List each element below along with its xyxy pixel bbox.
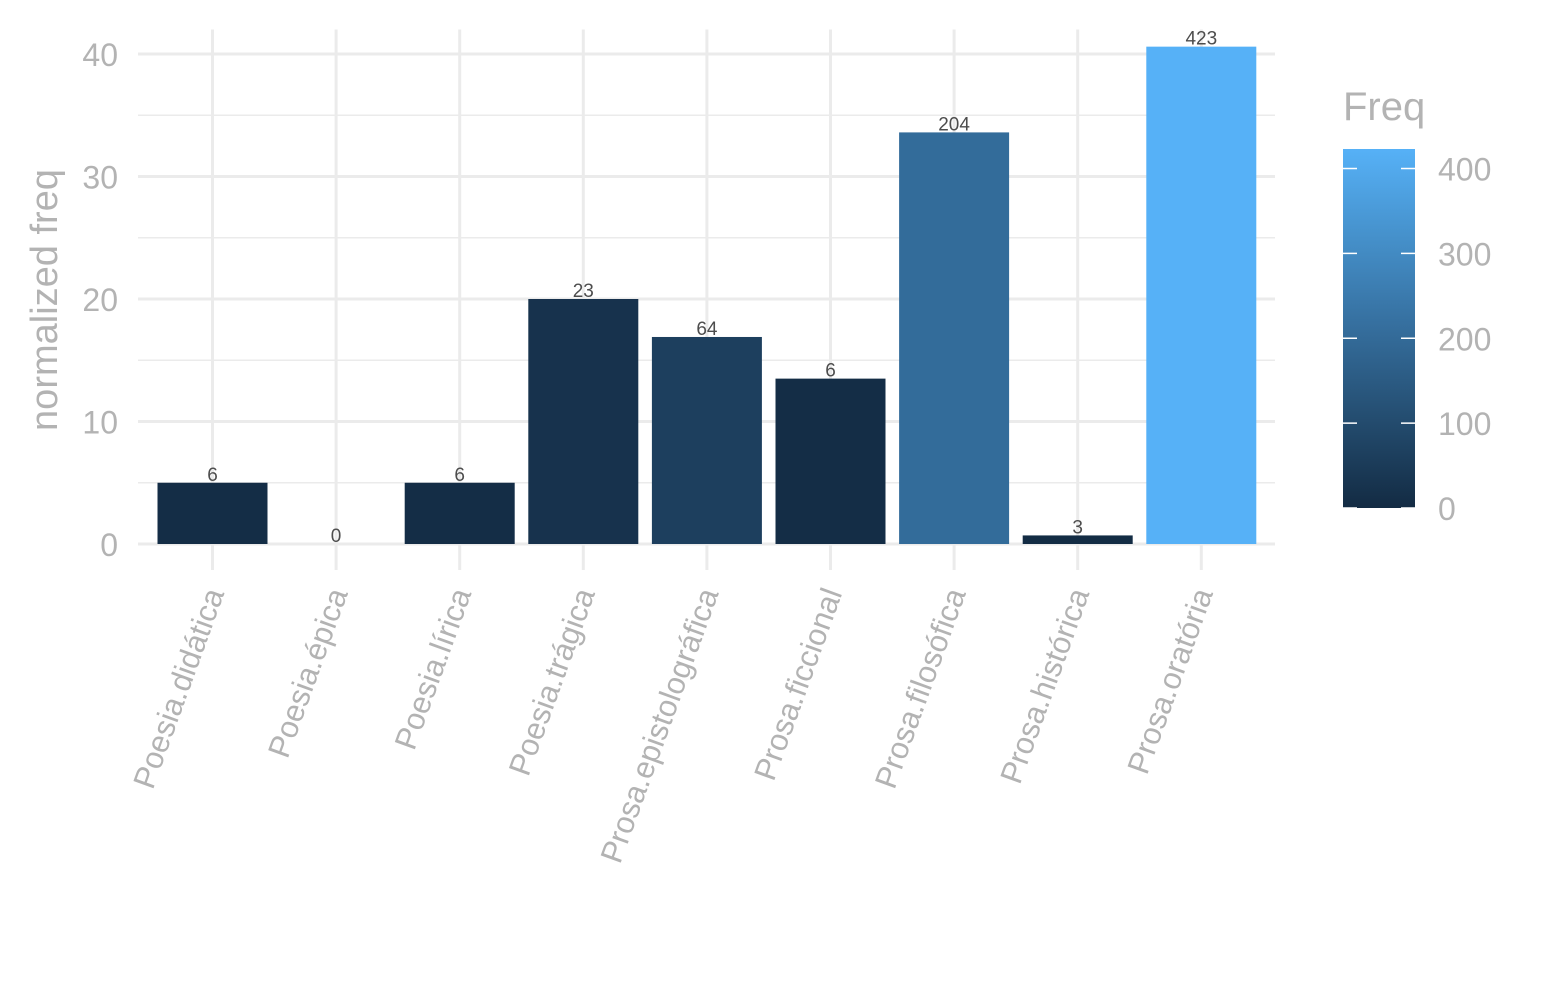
y-tick-label: 40 (82, 37, 118, 73)
x-tick-label: Poesia.lírica (388, 583, 479, 754)
bar (1022, 535, 1133, 544)
y-tick-label: 30 (82, 160, 118, 196)
data-label: 3 (1072, 517, 1083, 538)
x-tick-label: Prosa.filosófica (868, 583, 973, 793)
x-tick-label: Poesia.didática (126, 583, 231, 793)
data-label: 23 (573, 281, 594, 302)
colorbar-tick-label: 0 (1438, 491, 1456, 527)
y-tick-label: 0 (100, 527, 118, 563)
legend: Freq 0 100 200 300 400 (1343, 85, 1491, 527)
x-tick-label: Prosa.oratória (1120, 583, 1220, 779)
bar (404, 482, 515, 544)
data-label: 6 (825, 361, 836, 382)
colorbar-tick-label: 400 (1438, 152, 1491, 188)
x-tick-label: Poesia.trágica (502, 583, 602, 780)
data-label: 0 (331, 526, 342, 547)
colorbar-tick-label: 200 (1438, 321, 1491, 357)
x-tick-label: Prosa.epistolográfica (594, 583, 726, 868)
x-axis-ticks: Poesia.didática Poesia.épica Poesia.lírica… (126, 583, 1220, 868)
legend-title: Freq (1343, 85, 1425, 129)
x-tick-label: Prosa.ficcional (747, 583, 849, 784)
data-label: 423 (1185, 29, 1217, 50)
bar (899, 132, 1010, 544)
bar (651, 336, 762, 544)
data-label: 6 (454, 465, 465, 486)
y-tick-label: 10 (82, 405, 118, 441)
bar (528, 299, 639, 544)
colorbar (1343, 149, 1415, 508)
colorbar-ticks: 0 100 200 300 400 (1343, 152, 1491, 527)
y-tick-label: 20 (82, 282, 118, 318)
bar (157, 482, 268, 544)
x-tick-label: Prosa.histórica (993, 583, 1096, 788)
data-label: 64 (696, 319, 718, 340)
data-label: 6 (207, 465, 218, 486)
data-labels: 6 0 6 23 64 6 204 3 423 (207, 29, 1217, 547)
bars (157, 46, 1257, 545)
bar (1146, 46, 1257, 545)
data-label: 204 (938, 114, 970, 135)
colorbar-tick-label: 100 (1438, 406, 1491, 442)
colorbar-tick-label: 300 (1438, 236, 1491, 272)
bar (775, 378, 886, 544)
x-tick-label: Poesia.épica (261, 583, 355, 762)
y-axis-ticks: 0 10 20 30 40 (82, 37, 118, 563)
y-axis-title: normalized freq (24, 169, 66, 431)
